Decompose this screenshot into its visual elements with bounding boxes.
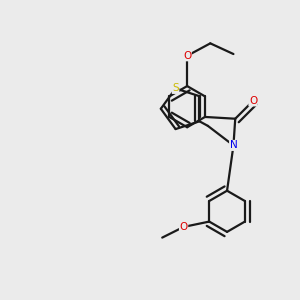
Text: O: O [249, 96, 257, 106]
Text: S: S [172, 83, 179, 93]
Text: O: O [179, 222, 188, 232]
Text: O: O [183, 51, 191, 61]
Text: N: N [230, 140, 237, 150]
